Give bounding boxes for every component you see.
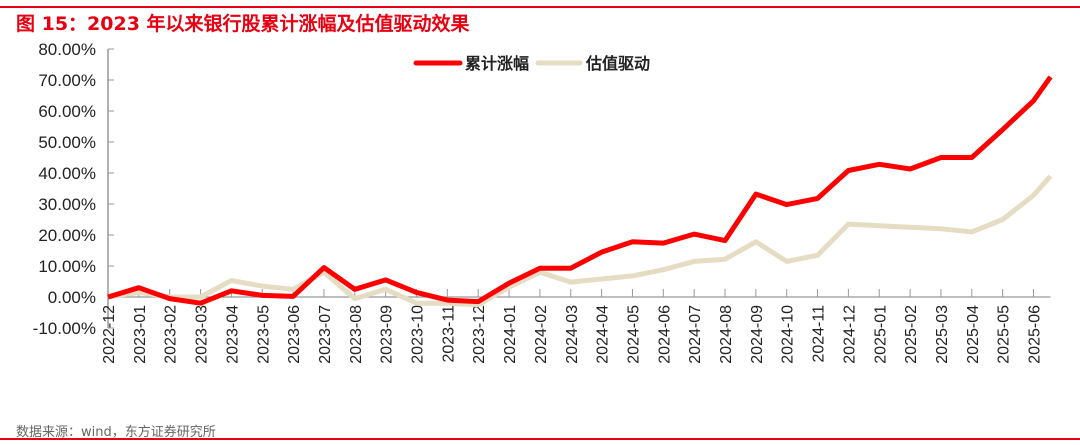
x-tick-label: 2025-05 <box>996 305 1013 364</box>
x-tick-label: 2023-09 <box>379 305 396 364</box>
x-tick-label: 2023-03 <box>194 305 211 364</box>
y-tick-label: 80.00% <box>38 40 96 59</box>
legend-label-valuation: 估值驱动 <box>585 54 650 73</box>
x-tick-label: 2022-12 <box>101 305 118 364</box>
series-line-cumulative <box>107 75 1053 306</box>
y-tick-label: 0.00% <box>48 288 96 307</box>
chart-title: 图 15：2023 年以来银行股累计涨幅及估值驱动效果 <box>16 13 470 35</box>
x-tick-label: 2023-04 <box>224 305 241 364</box>
x-tick-label: 2024-11 <box>811 305 828 363</box>
x-tick-label: 2024-09 <box>749 305 766 364</box>
legend-label-cumulative: 累计涨幅 <box>465 54 529 73</box>
line-chart: -10.00% 0.00% 10.00% 20.00% 30.00% 40.00% 50.0… <box>33 40 1053 364</box>
y-tick-label: -10.00% <box>33 319 96 338</box>
x-tick-label: 2025-06 <box>1027 305 1044 364</box>
x-tick-label: 2025-01 <box>872 305 889 364</box>
x-tick-label: 2023-07 <box>317 305 334 364</box>
x-tick-label: 2025-04 <box>965 305 982 364</box>
y-tick-label: 40.00% <box>38 164 96 183</box>
y-tick-label: 30.00% <box>38 195 96 214</box>
x-tick-label: 2023-05 <box>255 305 272 364</box>
x-tick-label: 2025-02 <box>903 305 920 364</box>
x-tick-label: 2024-06 <box>656 305 673 364</box>
x-tick-label: 2024-05 <box>625 305 642 364</box>
x-tick-label: 2023-10 <box>410 305 427 364</box>
data-source-note: 数据来源：wind，东方证券研究所 <box>16 425 216 440</box>
y-tick-label: 50.00% <box>38 133 96 152</box>
x-tick-label: 2023-12 <box>471 305 488 364</box>
x-tick-label: 2024-08 <box>718 305 735 364</box>
legend: 累计涨幅 估值驱动 <box>413 54 650 73</box>
y-tick-label: 10.00% <box>38 257 96 276</box>
x-tick-label: 2023-06 <box>286 305 303 364</box>
x-tick-label: 2024-10 <box>780 305 797 364</box>
x-tick-label: 2025-03 <box>934 305 951 364</box>
x-tick-label: 2023-08 <box>348 305 365 364</box>
x-tick-label: 2024-01 <box>502 305 519 364</box>
x-tick-label: 2023-01 <box>132 305 149 364</box>
series-line-valuation <box>107 174 1053 308</box>
y-tick-label: 70.00% <box>38 71 96 90</box>
y-axis: -10.00% 0.00% 10.00% 20.00% 30.00% 40.00% 50.0… <box>33 40 114 338</box>
bottom-rule <box>0 438 1080 440</box>
x-tick-label: 2024-12 <box>841 305 858 364</box>
x-tick-label: 2024-02 <box>533 305 550 364</box>
x-axis: 2022-12 2023-01 2023-02 2023-03 2023-04 2023-… <box>101 289 1051 364</box>
y-tick-label: 60.00% <box>38 102 96 121</box>
x-tick-label: 2024-04 <box>595 305 612 364</box>
y-tick-label: 20.00% <box>38 226 96 245</box>
x-tick-label: 2024-07 <box>687 305 704 364</box>
x-tick-label: 2023-11 <box>440 305 457 363</box>
x-tick-label: 2024-03 <box>564 305 581 364</box>
series-lines <box>107 75 1053 308</box>
top-rule <box>0 6 1080 8</box>
x-tick-label: 2023-02 <box>163 305 180 364</box>
